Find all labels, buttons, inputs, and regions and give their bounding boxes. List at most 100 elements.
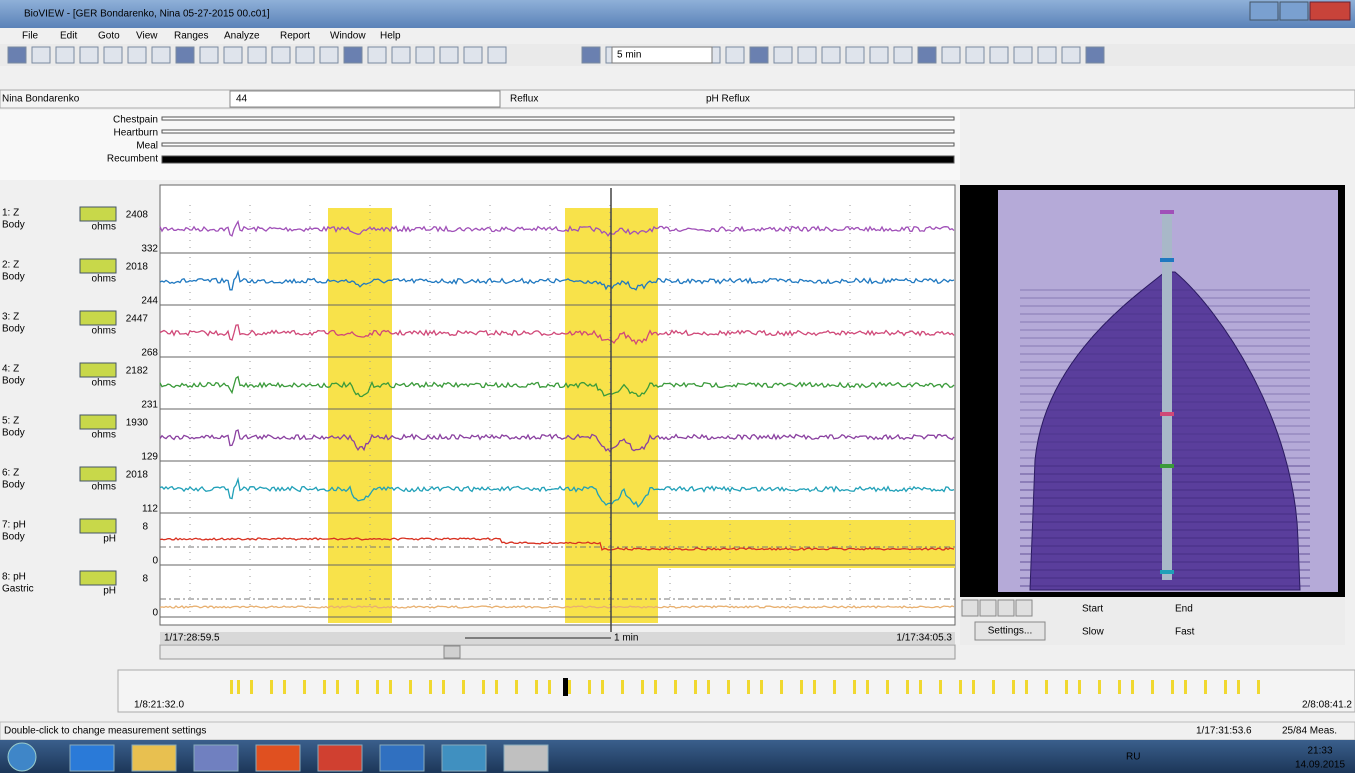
taskbar-icon[interactable] [380, 745, 424, 771]
channel-toggle[interactable] [80, 363, 116, 377]
toolbar-button[interactable] [416, 47, 434, 63]
toolbar-button[interactable] [440, 47, 458, 63]
axis-max: 8 [142, 522, 148, 533]
toolbar-button[interactable] [272, 47, 290, 63]
step-button[interactable] [980, 600, 996, 616]
start-button[interactable] [8, 743, 36, 771]
toolbar-button[interactable] [942, 47, 960, 63]
horizontal-scrollbar[interactable] [160, 645, 955, 659]
toolbar-button[interactable] [488, 47, 506, 63]
toolbar-button[interactable] [296, 47, 314, 63]
axis-max: 2018 [126, 470, 149, 481]
overview-mark [601, 680, 604, 694]
toolbar-button[interactable] [846, 47, 864, 63]
toolbar-button[interactable] [80, 47, 98, 63]
toolbar-button[interactable] [822, 47, 840, 63]
event-track [162, 117, 954, 120]
toolbar-button[interactable] [368, 47, 386, 63]
body: BioVIEW - [GER Bondarenko, Nina 05-27-20… [0, 0, 1355, 773]
overview-mark [919, 680, 922, 694]
axis-min: 244 [141, 296, 158, 307]
channel-toggle[interactable] [80, 259, 116, 273]
toolbar-button[interactable] [104, 47, 122, 63]
field-select[interactable] [230, 91, 500, 107]
overview-mark [1171, 680, 1174, 694]
taskbar-icon[interactable] [194, 745, 238, 771]
toolbar-button[interactable] [1014, 47, 1032, 63]
channel-toggle[interactable] [80, 519, 116, 533]
channel-unit: ohms [92, 430, 116, 441]
menu-item[interactable]: View [136, 31, 158, 42]
channel-toggle[interactable] [80, 571, 116, 585]
toolbar-button[interactable] [966, 47, 984, 63]
channel-toggle[interactable] [80, 467, 116, 481]
toolbar-button[interactable] [32, 47, 50, 63]
overview-mark [833, 680, 836, 694]
toolbar-button[interactable] [750, 47, 768, 63]
menu-item[interactable]: Help [380, 31, 401, 42]
axis-min: 112 [142, 504, 158, 515]
toolbar-button[interactable] [918, 47, 936, 63]
scroll-thumb[interactable] [444, 646, 460, 658]
toolbar-button[interactable] [152, 47, 170, 63]
overview-mark [760, 680, 763, 694]
toolbar-button[interactable] [8, 47, 26, 63]
toolbar-button[interactable] [1086, 47, 1104, 63]
toolbar-button[interactable] [464, 47, 482, 63]
menu-item[interactable]: File [22, 31, 39, 42]
toolbar-button[interactable] [798, 47, 816, 63]
pause-button[interactable] [998, 600, 1014, 616]
overview-mark [906, 680, 909, 694]
play-button[interactable] [962, 600, 978, 616]
channel-location: Gastric [2, 584, 34, 595]
maximize-button[interactable] [1280, 2, 1308, 20]
taskbar-icon[interactable] [442, 745, 486, 771]
taskbar-icon[interactable] [132, 745, 176, 771]
menu-item[interactable]: Goto [98, 31, 120, 42]
toolbar-button[interactable] [392, 47, 410, 63]
toolbar-button[interactable] [176, 47, 194, 63]
toolbar-button[interactable] [128, 47, 146, 63]
toolbar-button[interactable] [726, 47, 744, 63]
taskbar-icon[interactable] [70, 745, 114, 771]
overview-mark [462, 680, 465, 694]
toolbar-button[interactable] [990, 47, 1008, 63]
overview-mark [621, 680, 624, 694]
axis-min: 0 [152, 608, 158, 619]
menu-item[interactable]: Analyze [224, 31, 260, 42]
menu-item[interactable]: Edit [60, 31, 77, 42]
overview-mark [1224, 680, 1227, 694]
toolbar-button[interactable] [774, 47, 792, 63]
info-bar [0, 90, 1355, 108]
tray-clock: 21:33 [1307, 746, 1332, 757]
toolbar-button[interactable] [224, 47, 242, 63]
toolbar-button[interactable] [894, 47, 912, 63]
toolbar-button[interactable] [56, 47, 74, 63]
menu-item[interactable]: Report [280, 31, 310, 42]
menu-item[interactable]: Ranges [174, 31, 208, 42]
channel-toggle[interactable] [80, 207, 116, 221]
channel-toggle[interactable] [80, 415, 116, 429]
channel-toggle[interactable] [80, 311, 116, 325]
channel-location: Body [2, 532, 25, 543]
toolbar-button[interactable] [344, 47, 362, 63]
overview-mark [886, 680, 889, 694]
stop-button[interactable] [1016, 600, 1032, 616]
menu-item[interactable]: Window [330, 31, 366, 42]
toolbar-button[interactable] [582, 47, 600, 63]
channel-label: 8: pH [2, 572, 26, 583]
taskbar-icon[interactable] [256, 745, 300, 771]
toolbar-button[interactable] [320, 47, 338, 63]
taskbar-icon[interactable] [318, 745, 362, 771]
axis-max: 2018 [126, 262, 149, 273]
overview-mark [535, 680, 538, 694]
toolbar-button[interactable] [1062, 47, 1080, 63]
channel-label: 6: Z [2, 468, 19, 479]
toolbar-button[interactable] [248, 47, 266, 63]
toolbar-button[interactable] [1038, 47, 1056, 63]
minimize-button[interactable] [1250, 2, 1278, 20]
toolbar-button[interactable] [200, 47, 218, 63]
taskbar-icon[interactable] [504, 745, 548, 771]
close-button[interactable] [1310, 2, 1350, 20]
toolbar-button[interactable] [870, 47, 888, 63]
